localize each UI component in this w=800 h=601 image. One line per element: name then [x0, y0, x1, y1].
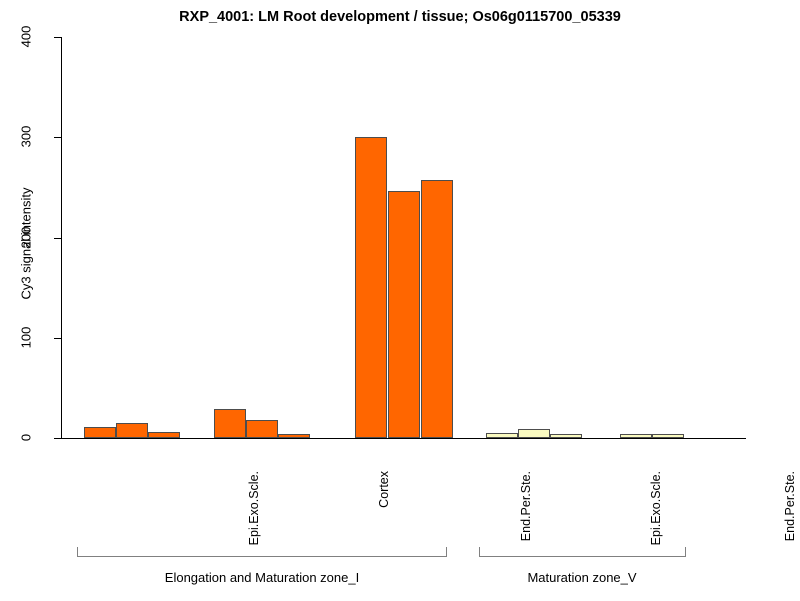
category-label-wrap: End.Per.Ste. — [668, 455, 798, 541]
bar — [214, 408, 246, 438]
y-tick-mark — [54, 237, 61, 239]
bar — [550, 433, 582, 438]
category-label-wrap: Epi.Exo.Scle. — [534, 455, 664, 545]
y-tick-mark — [54, 337, 61, 339]
bar — [620, 433, 652, 438]
bar — [486, 432, 518, 438]
bar — [421, 180, 453, 438]
bar — [652, 433, 684, 438]
bar — [355, 137, 387, 438]
y-tick-mark — [54, 137, 61, 139]
category-label-wrap: End.Per.Ste. — [404, 455, 534, 541]
category-label-wrap: Epi.Exo.Scle. — [132, 455, 262, 545]
bar — [278, 433, 310, 438]
x-axis-line — [61, 438, 746, 439]
y-tick-mark — [54, 438, 61, 439]
group-label: Elongation and Maturation zone_I — [164, 570, 360, 585]
y-axis-line — [61, 37, 62, 439]
chart-title: RXP_4001: LM Root development / tissue; … — [179, 9, 621, 25]
bar — [518, 428, 550, 438]
bar — [84, 426, 116, 438]
category-label-wrap: Cortex — [262, 455, 392, 508]
group-bracket — [479, 547, 686, 557]
bar — [246, 419, 278, 438]
group-bracket — [77, 547, 447, 557]
bar — [388, 191, 420, 438]
group-label: Maturation zone_V — [527, 570, 637, 585]
category-label: End.Per.Ste. — [783, 471, 797, 542]
bar — [116, 422, 148, 438]
bar — [148, 431, 180, 438]
y-tick-mark — [54, 37, 61, 38]
